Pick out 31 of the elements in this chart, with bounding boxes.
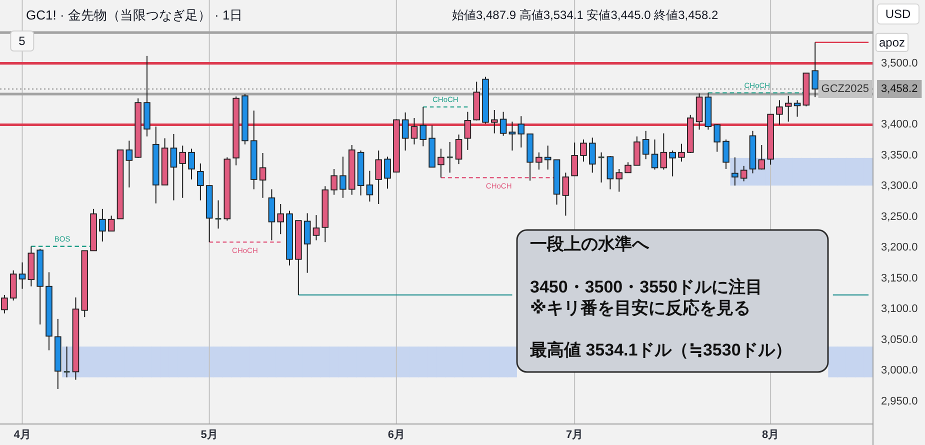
y-tick-label: 3,458.2 — [877, 80, 922, 98]
y-tick-label: 3,400.0 — [881, 118, 918, 131]
annotation: ※キリ番を目安に反応を見る — [530, 298, 751, 318]
series-label: apoz — [876, 32, 909, 52]
subtitle: 始値3,487.9 高値3,534.1 安値3,445.0 終値3,458.2 — [452, 8, 718, 22]
annotation: 一段上の水準へ — [530, 234, 649, 254]
annotation: USD — [876, 4, 920, 24]
annotation: 5 — [18, 34, 26, 48]
x-tick-label: 8月 — [762, 429, 780, 441]
y-tick-label: 3,500.0 — [881, 57, 918, 70]
x-tick-label: 7月 — [566, 429, 584, 441]
ref-line-label: GCZ2025 — [821, 82, 869, 95]
x-tick-label: 6月 — [388, 429, 405, 441]
ref-line-label: GCZ2025 — [818, 80, 872, 98]
y-tick-label: 3,050.0 — [881, 334, 918, 346]
annotation: 3450・3500・3550ドルに注目 — [530, 278, 762, 296]
y-tick-label: 3,000.0 — [881, 364, 918, 377]
y-tick-label: 3,350.0 — [881, 149, 918, 162]
title: GC1! · 金先物（当限つなぎ足） · 1日 — [26, 8, 243, 22]
x-tick-label: 4月 — [14, 429, 31, 441]
annotation: 5 — [10, 30, 34, 52]
series-label: apoz — [879, 35, 906, 50]
y-tick-label: 3,300.0 — [881, 180, 918, 192]
y-tick-label: 3,100.0 — [881, 303, 918, 316]
x-tick-label: 5月 — [200, 429, 218, 441]
annotation: 最高値 3534.1ドル（≒3530ドル） — [530, 340, 792, 360]
y-tick-label: 2,950.0 — [881, 395, 918, 408]
y-tick-label: 3,200.0 — [881, 242, 918, 254]
y-tick-label: 3,458.2 — [881, 82, 918, 95]
y-tick-label: 3,150.0 — [881, 272, 918, 284]
y-tick-label: 3,250.0 — [881, 210, 918, 223]
